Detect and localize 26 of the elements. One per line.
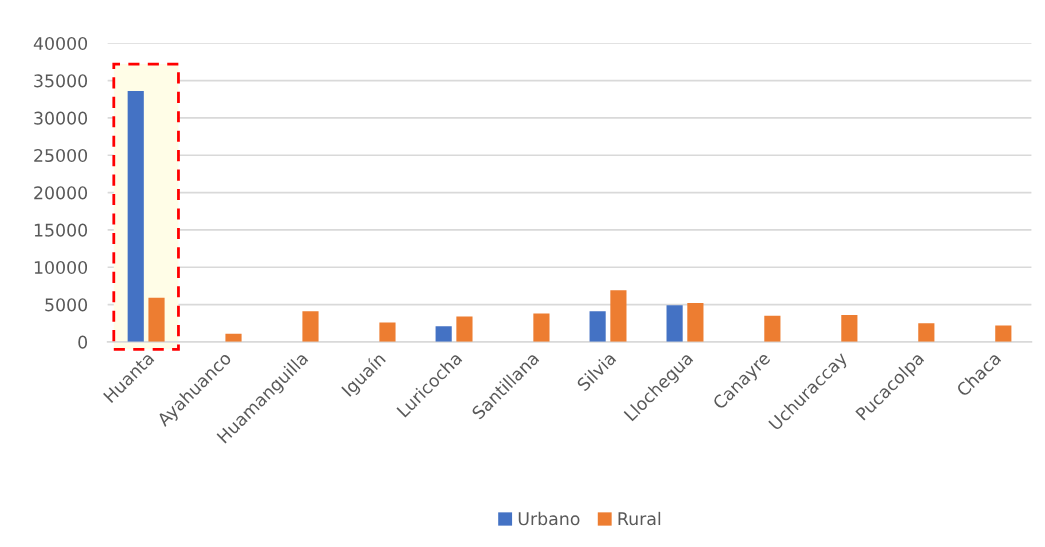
- y-tick-label: 20000: [34, 186, 88, 200]
- bar: [456, 316, 473, 342]
- bar: [687, 303, 704, 342]
- y-tick-label: 10000: [34, 260, 88, 275]
- bar: [589, 311, 606, 342]
- bar: [995, 325, 1012, 342]
- y-tick-label: 35000: [34, 74, 88, 88]
- bar: [127, 91, 144, 342]
- bar: [666, 305, 683, 342]
- legend-label: Rural: [618, 511, 661, 526]
- y-tick-label: 5000: [45, 298, 88, 312]
- bar: [610, 290, 627, 342]
- bar: [764, 315, 781, 342]
- legend-label: Urbano: [518, 511, 580, 526]
- y-tick-label: 0: [78, 335, 88, 349]
- bar: [841, 315, 858, 342]
- bar: [533, 313, 550, 342]
- y-tick-label: 40000: [33, 36, 88, 51]
- bar: [302, 311, 319, 342]
- y-tick-label: 15000: [34, 223, 88, 237]
- bar: [148, 297, 165, 342]
- y-tick-label: 25000: [34, 148, 88, 163]
- bar: [379, 322, 396, 342]
- bar: [435, 326, 452, 342]
- y-tick-label: 30000: [34, 111, 88, 125]
- bar: [918, 323, 935, 342]
